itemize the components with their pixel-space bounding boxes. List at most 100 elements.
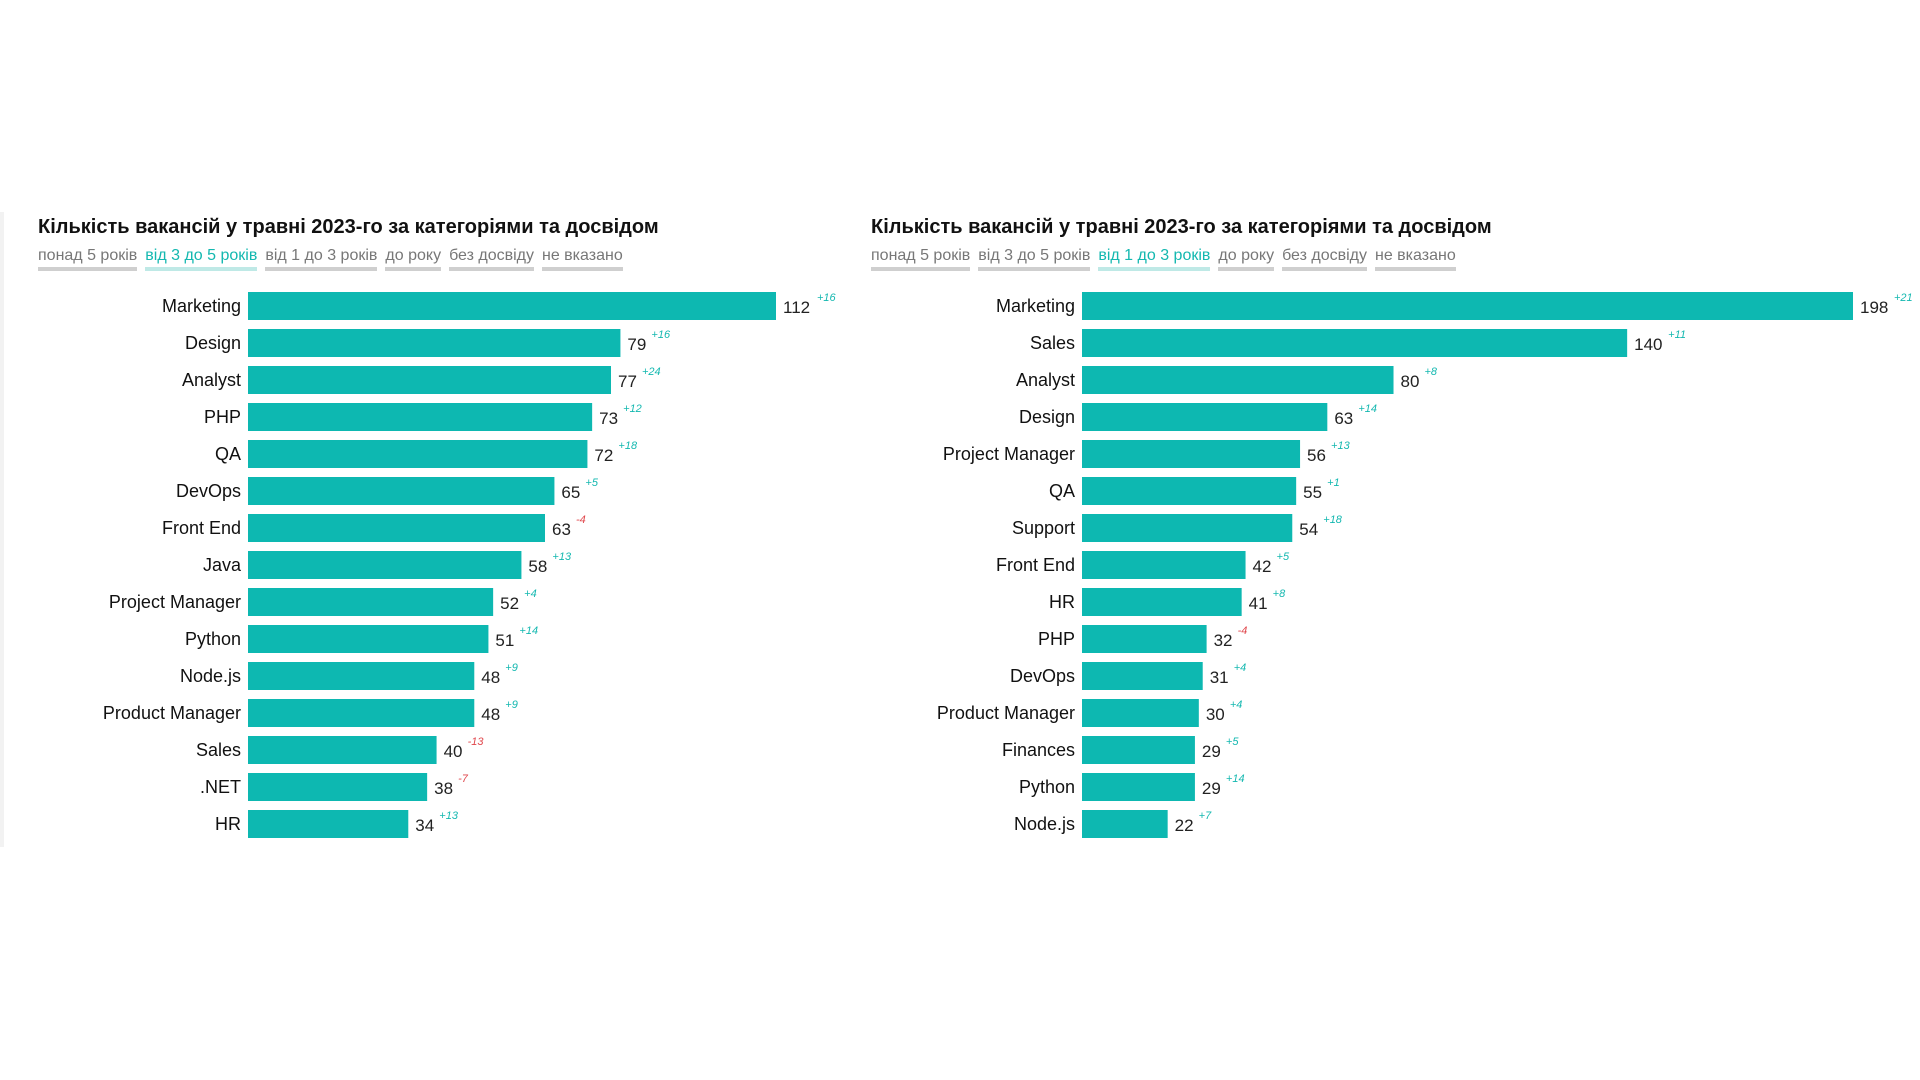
bar [248, 329, 621, 357]
category-label: Sales [196, 740, 241, 760]
value-label: 40 [444, 742, 463, 761]
bar [248, 699, 475, 727]
category-label: Project Manager [943, 444, 1075, 464]
bar [248, 440, 588, 468]
tab-1-to-3-years[interactable]: від 1 до 3 років [1098, 247, 1211, 271]
delta-label: -4 [576, 514, 586, 526]
delta-label: +1 [1327, 477, 1340, 489]
value-label: 41 [1249, 594, 1268, 613]
value-label: 54 [1299, 520, 1318, 539]
value-label: 198 [1860, 298, 1888, 317]
delta-label: +4 [524, 588, 537, 600]
category-label: PHP [204, 407, 241, 427]
bar [1082, 736, 1195, 764]
tab-not-specified[interactable]: не вказано [1375, 247, 1456, 271]
tab-under-1-year[interactable]: до року [385, 247, 442, 271]
value-label: 30 [1206, 705, 1225, 724]
bar [1082, 551, 1246, 579]
bar [1082, 588, 1242, 616]
experience-tabs: понад 5 років від 3 до 5 років від 1 до … [871, 247, 1456, 271]
category-label: Node.js [1014, 814, 1075, 834]
bar [1082, 366, 1394, 394]
category-label: .NET [200, 777, 241, 797]
bar [1082, 292, 1853, 320]
delta-label: +5 [1277, 551, 1290, 563]
category-label: Finances [1002, 740, 1075, 760]
category-label: Python [1019, 777, 1075, 797]
value-label: 38 [434, 779, 453, 798]
category-label: Python [185, 629, 241, 649]
category-label: Analyst [1016, 370, 1075, 390]
bar [248, 662, 475, 690]
delta-label: +12 [623, 403, 642, 415]
category-label: QA [1049, 481, 1075, 501]
bar-chart-left: Marketing 112 +16 Design 79 +16 Analyst 77 +24 PH… [103, 292, 837, 838]
bar [1082, 477, 1297, 505]
category-label: QA [215, 444, 241, 464]
category-label: Product Manager [103, 703, 241, 723]
value-label: 80 [1401, 372, 1420, 391]
value-label: 29 [1202, 742, 1221, 761]
delta-label: +4 [1234, 662, 1247, 674]
tab-3-to-5-years[interactable]: від 3 до 5 років [145, 247, 258, 271]
value-label: 77 [618, 372, 637, 391]
delta-label: +8 [1425, 366, 1438, 378]
bar [1082, 440, 1301, 468]
value-label: 32 [1214, 631, 1233, 650]
tab-1-to-3-years[interactable]: від 1 до 3 років [265, 247, 378, 271]
category-label: Design [185, 333, 241, 353]
value-label: 51 [495, 631, 514, 650]
category-label: Node.js [180, 666, 241, 686]
value-label: 58 [528, 557, 547, 576]
bar-chart-right: Marketing 198 +21 Sales 140 +11 Analyst 80 +8 Des… [937, 292, 1913, 838]
value-label: 34 [415, 816, 434, 835]
bar [248, 736, 437, 764]
chart-title: Кількість вакансій у травні 2023-го за к… [871, 216, 1492, 238]
tab-not-specified[interactable]: не вказано [542, 247, 623, 271]
delta-label: +5 [1226, 736, 1239, 748]
value-label: 29 [1202, 779, 1221, 798]
bar [248, 810, 409, 838]
delta-label: +13 [439, 810, 459, 822]
delta-label: -13 [468, 736, 485, 748]
delta-label: +21 [1894, 292, 1913, 304]
delta-label: -7 [458, 773, 469, 785]
delta-label: +9 [505, 662, 518, 674]
tab-3-to-5-years[interactable]: від 3 до 5 років [978, 247, 1091, 271]
bar [1082, 625, 1207, 653]
value-label: 55 [1303, 483, 1322, 502]
value-label: 72 [594, 446, 613, 465]
chart-title: Кількість вакансій у травні 2023-го за к… [38, 216, 659, 238]
category-label: Front End [162, 518, 241, 538]
value-label: 56 [1307, 446, 1326, 465]
delta-label: +13 [552, 551, 572, 563]
chart-panel-left: Кількість вакансій у травні 2023-го за к… [38, 212, 858, 862]
delta-label: +9 [505, 699, 518, 711]
bar [1082, 810, 1168, 838]
category-label: Project Manager [109, 592, 241, 612]
category-label: Java [203, 555, 242, 575]
category-label: HR [1049, 592, 1075, 612]
tab-over-5-years[interactable]: понад 5 років [871, 247, 971, 271]
bar [248, 625, 489, 653]
category-label: Sales [1030, 333, 1075, 353]
value-label: 52 [500, 594, 519, 613]
bar [1082, 403, 1328, 431]
value-label: 140 [1634, 335, 1662, 354]
value-label: 42 [1253, 557, 1272, 576]
delta-label: +16 [651, 329, 671, 341]
bar [248, 588, 494, 616]
bar [248, 292, 776, 320]
bar [248, 403, 593, 431]
value-label: 48 [481, 705, 500, 724]
delta-label: +11 [1668, 329, 1686, 341]
left-divider [0, 212, 4, 847]
tab-no-experience[interactable]: без досвіду [449, 247, 534, 271]
tab-over-5-years[interactable]: понад 5 років [38, 247, 138, 271]
tab-under-1-year[interactable]: до року [1218, 247, 1275, 271]
bar [248, 773, 428, 801]
tab-no-experience[interactable]: без досвіду [1282, 247, 1367, 271]
category-label: PHP [1038, 629, 1075, 649]
category-label: Product Manager [937, 703, 1075, 723]
value-label: 63 [1334, 409, 1353, 428]
